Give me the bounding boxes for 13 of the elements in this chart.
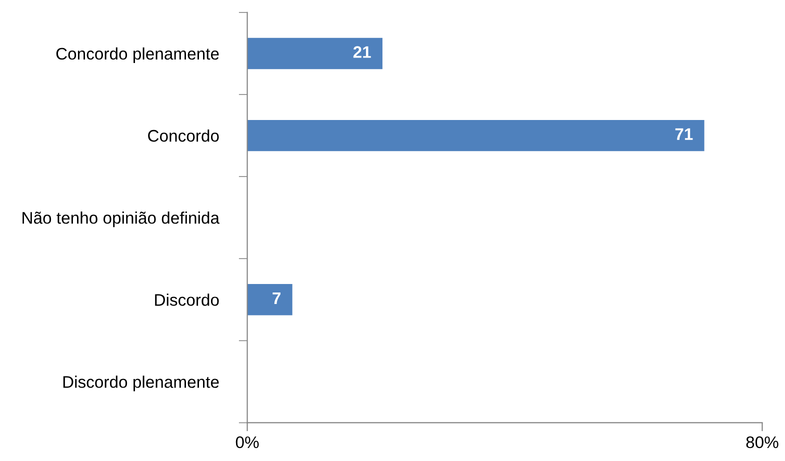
data-label: 71: [675, 128, 693, 140]
bar: [247, 284, 292, 316]
y-tick-label: Concordo plenamente: [56, 47, 219, 63]
x-tick-label: 0%: [236, 436, 259, 448]
y-tick-label: Discordo: [155, 294, 219, 306]
bar: [247, 120, 704, 152]
y-tick-label: Discordo plenamente: [63, 376, 219, 392]
y-tick-label: Concordo: [148, 129, 219, 142]
bar: [247, 38, 382, 70]
data-label: 7: [272, 292, 280, 304]
data-label: 21: [353, 46, 371, 58]
x-tick-label: 80%: [746, 436, 778, 448]
y-tick-label: Não tenho opinião definida: [22, 212, 220, 228]
